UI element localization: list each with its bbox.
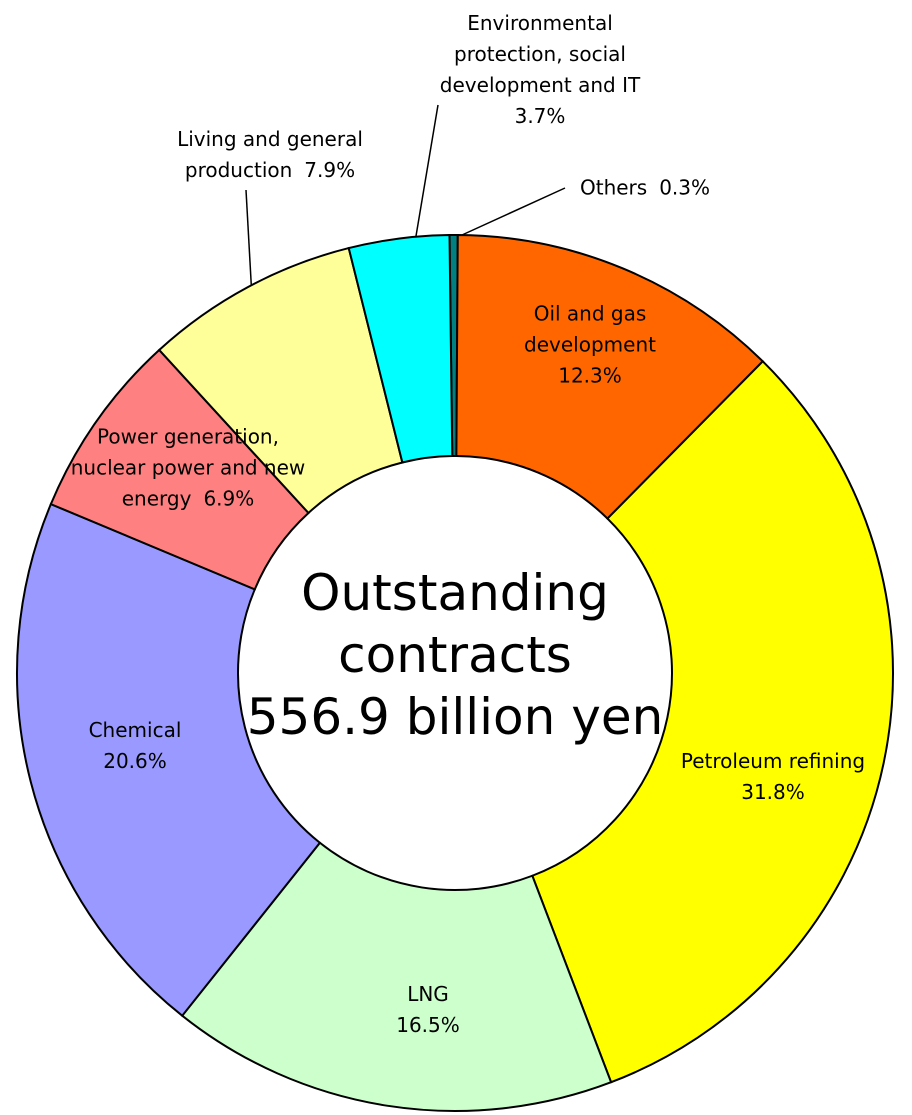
- category-label: Others: [579, 175, 648, 200]
- value-label: 12.3%: [558, 363, 622, 388]
- leader-line: [245, 189, 253, 299]
- value-label: 7.9%: [304, 158, 356, 182]
- slice-label: Chemical 20.6%: [65, 715, 205, 777]
- category-label: Living and general production: [177, 127, 363, 182]
- slice-label: Others 0.3%: [545, 173, 745, 204]
- center-line: contracts: [338, 626, 572, 684]
- value-label: 0.3%: [659, 175, 711, 200]
- slice-label: Power generation, nuclear power and new …: [68, 422, 308, 515]
- slice: [531, 359, 894, 1084]
- slice-label: Oil and gas development 12.3%: [505, 299, 675, 392]
- value-label: 16.5%: [396, 1013, 460, 1037]
- value-label: 31.8%: [741, 780, 805, 804]
- slice-label: Environmental protection, social develop…: [415, 8, 665, 132]
- leader-line: [461, 187, 566, 236]
- slice-label: LNG 16.5%: [368, 979, 488, 1041]
- center-line: 556.9 billion yen: [246, 688, 664, 746]
- category-label: Chemical: [88, 718, 182, 742]
- category-label: Oil and gas development: [524, 301, 656, 357]
- category-label: Power generation, nuclear power and new …: [70, 424, 306, 511]
- value-label: 3.7%: [514, 104, 566, 128]
- slice-label: Petroleum refining 31.8%: [658, 746, 888, 808]
- center-text: Outstanding contracts 556.9 billion yen: [247, 562, 664, 748]
- center-line: Outstanding: [301, 564, 609, 622]
- slice: [180, 841, 613, 1112]
- category-label: LNG: [407, 982, 449, 1006]
- slice: [455, 234, 765, 521]
- slice: [16, 502, 322, 1018]
- slice-label: Living and general production 7.9%: [150, 124, 390, 186]
- value-label: 6.9%: [203, 486, 255, 511]
- category-label: Petroleum refining: [680, 749, 866, 773]
- value-label: 20.6%: [103, 749, 167, 773]
- category-label: Environmental protection, social develop…: [439, 11, 641, 97]
- leader-line: [414, 104, 439, 243]
- slice: [347, 234, 454, 464]
